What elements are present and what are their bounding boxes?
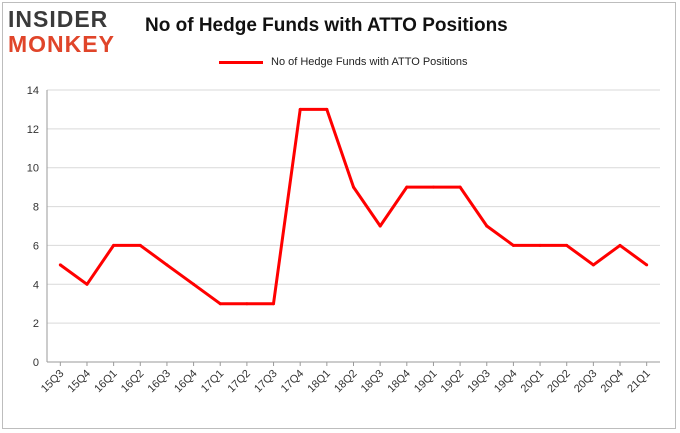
- x-tick-label: 15Q4: [66, 368, 94, 396]
- data-point: [245, 302, 249, 306]
- data-point: [352, 185, 355, 189]
- data-point: [325, 107, 329, 111]
- x-tick-label: 20Q2: [545, 368, 573, 396]
- data-point: [298, 107, 302, 111]
- data-point: [58, 263, 62, 267]
- x-tick-label: 16Q2: [119, 368, 147, 396]
- y-tick-label: 4: [33, 279, 39, 291]
- x-tick-label: 18Q3: [359, 368, 387, 396]
- data-point: [618, 243, 622, 247]
- insider-monkey-logo: INSIDER MONKEY: [8, 8, 128, 56]
- data-point: [85, 282, 89, 286]
- y-tick-label: 0: [33, 357, 39, 369]
- x-tick-label: 19Q1: [412, 368, 440, 396]
- data-point: [218, 302, 222, 306]
- x-tick-label: 20Q4: [599, 368, 627, 396]
- legend-label: No of Hedge Funds with ATTO Positions: [271, 56, 468, 68]
- y-tick-label: 10: [27, 163, 39, 175]
- y-tick-label: 8: [33, 202, 39, 214]
- x-tick-label: 17Q2: [225, 368, 253, 396]
- y-tick-label: 12: [27, 124, 39, 136]
- data-point: [378, 224, 382, 228]
- data-point: [192, 282, 196, 286]
- x-tick-label: 20Q1: [519, 368, 547, 396]
- data-point: [458, 185, 462, 189]
- chart-frame: [2, 2, 676, 429]
- data-point: [538, 243, 542, 247]
- logo-line-2: MONKEY: [8, 31, 115, 57]
- data-point: [431, 185, 435, 189]
- chart-title: No of Hedge Funds with ATTO Positions: [145, 15, 508, 36]
- x-tick-label: 16Q4: [172, 368, 200, 396]
- data-point: [138, 243, 142, 247]
- x-tick-label: 18Q2: [332, 368, 360, 396]
- x-tick-label: 16Q1: [92, 368, 120, 396]
- legend-swatch: [219, 60, 263, 64]
- data-point: [112, 243, 116, 247]
- data-point: [165, 263, 169, 267]
- x-tick-label: 17Q1: [199, 368, 227, 396]
- data-point: [565, 243, 569, 247]
- x-tick-label: 21Q1: [625, 368, 653, 396]
- logo-line-1: INSIDER: [8, 6, 109, 32]
- x-tick-label: 19Q3: [465, 368, 493, 396]
- x-tick-label: 18Q1: [305, 368, 333, 396]
- x-tick-label: 17Q3: [252, 368, 280, 396]
- x-tick-label: 15Q3: [39, 368, 67, 396]
- data-point: [591, 263, 595, 267]
- y-tick-label: 14: [27, 85, 39, 97]
- x-tick-label: 19Q4: [492, 368, 520, 396]
- data-point: [405, 185, 409, 189]
- x-tick-label: 19Q2: [439, 368, 467, 396]
- x-tick-label: 20Q3: [572, 368, 600, 396]
- data-point: [485, 224, 489, 228]
- x-tick-label: 18Q4: [385, 368, 413, 396]
- x-tick-label: 16Q3: [146, 368, 174, 396]
- y-tick-label: 6: [33, 240, 39, 252]
- data-point: [272, 302, 276, 306]
- data-point: [645, 263, 649, 267]
- data-point: [511, 243, 515, 247]
- chart-legend: No of Hedge Funds with ATTO Positions: [219, 56, 467, 68]
- x-tick-label: 17Q4: [279, 368, 307, 396]
- y-tick-label: 2: [33, 318, 39, 330]
